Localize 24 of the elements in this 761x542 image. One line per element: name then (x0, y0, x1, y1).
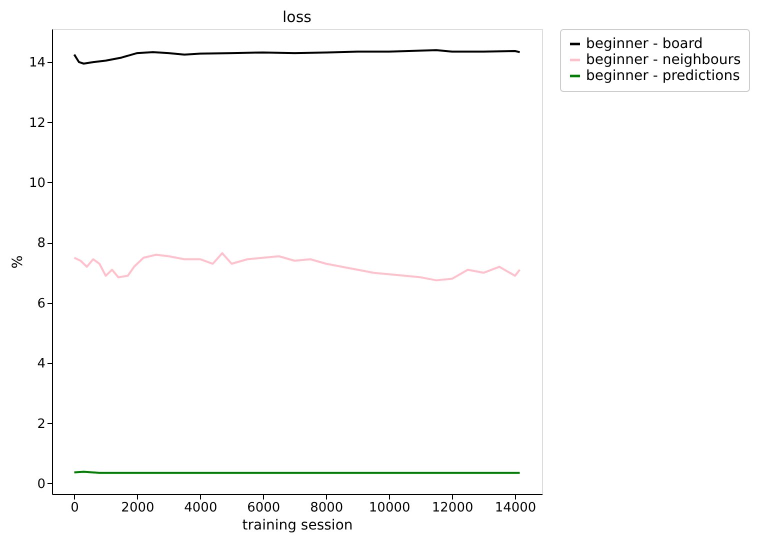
x-tick-label: 8000 (310, 500, 344, 516)
x-tick-label: 4000 (184, 500, 218, 516)
y-tick-label: 6 (37, 296, 46, 312)
x-tick-label: 2000 (121, 500, 154, 516)
x-tick-label: 10000 (368, 500, 410, 516)
y-tick-label: 10 (28, 176, 46, 191)
line-series (73, 252, 521, 282)
line-series (73, 49, 521, 65)
legend-label: beginner - neighbours (586, 52, 741, 68)
y-tick-label: 12 (28, 116, 46, 131)
y-tick-label: 2 (37, 416, 46, 432)
x-tick-label: 14000 (494, 500, 536, 516)
x-tick-label: 6000 (247, 500, 280, 516)
legend-label: beginner - predictions (586, 68, 740, 84)
x-axis-title: training session (242, 518, 353, 534)
x-tick-label: 12000 (432, 500, 474, 516)
chart-title: loss (282, 8, 312, 26)
y-tick-label: 0 (37, 476, 46, 492)
y-axis-title: % (10, 255, 26, 269)
y-tick-label: 4 (37, 356, 46, 372)
y-tick-label: 8 (37, 236, 46, 252)
y-tick-label: 14 (28, 56, 46, 71)
legend-label: beginner - board (586, 36, 703, 52)
x-tick-label: 0 (70, 500, 79, 516)
